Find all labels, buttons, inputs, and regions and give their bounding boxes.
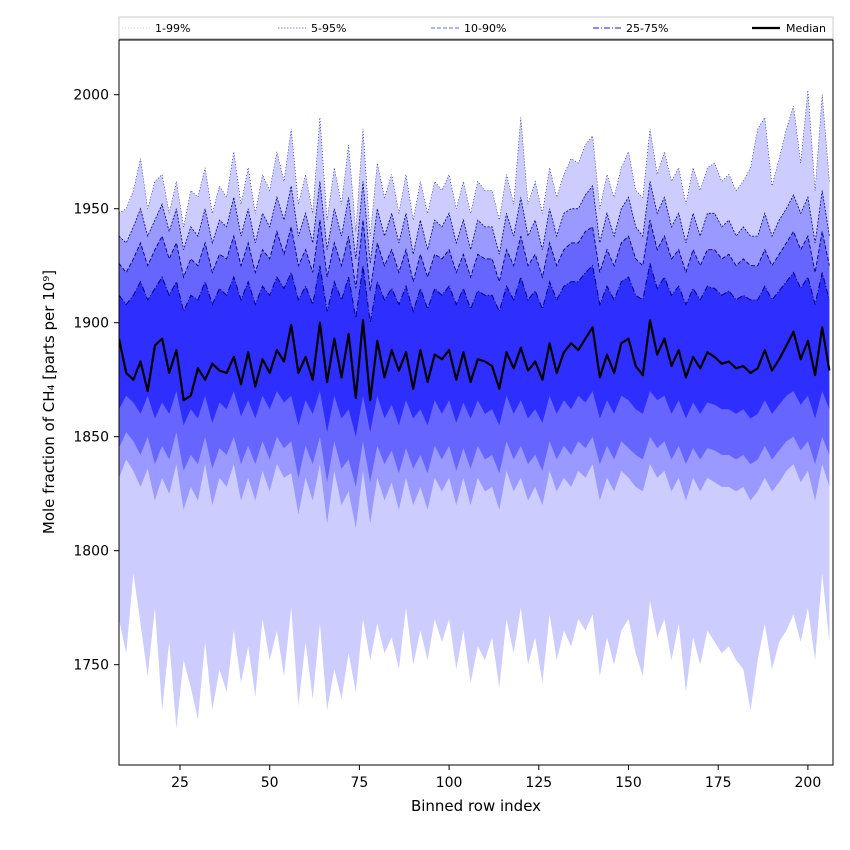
plot-frame: [118, 39, 834, 766]
x-tick-label: 100: [436, 775, 463, 791]
band-5-95-upper-line: [119, 181, 830, 264]
y-tick-label: 1950: [73, 202, 109, 218]
x-tick-label: 25: [171, 775, 189, 791]
y-tick-label: 1750: [73, 658, 109, 674]
median-layer: [119, 319, 831, 402]
y-tick-label: 1800: [73, 544, 109, 560]
legend-label: Median: [786, 22, 826, 35]
x-tick-label: 150: [615, 775, 642, 791]
x-tick-label: 75: [350, 775, 368, 791]
percentile-bands: [119, 90, 830, 729]
band-10-90-upper-line: [119, 219, 830, 291]
y-tick-label: 2000: [73, 88, 109, 104]
legend: 1-99% 5-95% 10-90% 25-75% Median: [118, 16, 834, 40]
x-tick-label: 200: [795, 775, 822, 791]
x-tick-label: 50: [261, 775, 279, 791]
band-25-75-area: [119, 263, 830, 437]
y-axis: 1750 1800 1850 1900 1950 2000: [73, 88, 119, 674]
legend-label: 1-99%: [155, 22, 190, 35]
median-line: [119, 319, 831, 402]
x-tick-label: 175: [705, 775, 732, 791]
y-tick-label: 1900: [73, 316, 109, 332]
y-axis-label: Mole fraction of CH₄ [parts per 10⁹]: [40, 270, 58, 534]
x-axis: 25 50 75 100 125 150 175 200: [171, 765, 821, 791]
legend-label: 10-90%: [464, 22, 506, 35]
band-25-75-upper-line: [119, 263, 830, 323]
legend-label: 25-75%: [626, 22, 668, 35]
y-tick-label: 1850: [73, 430, 109, 446]
x-axis-label: Binned row index: [411, 797, 541, 815]
legend-label: 5-95%: [311, 22, 346, 35]
x-tick-label: 125: [525, 775, 552, 791]
